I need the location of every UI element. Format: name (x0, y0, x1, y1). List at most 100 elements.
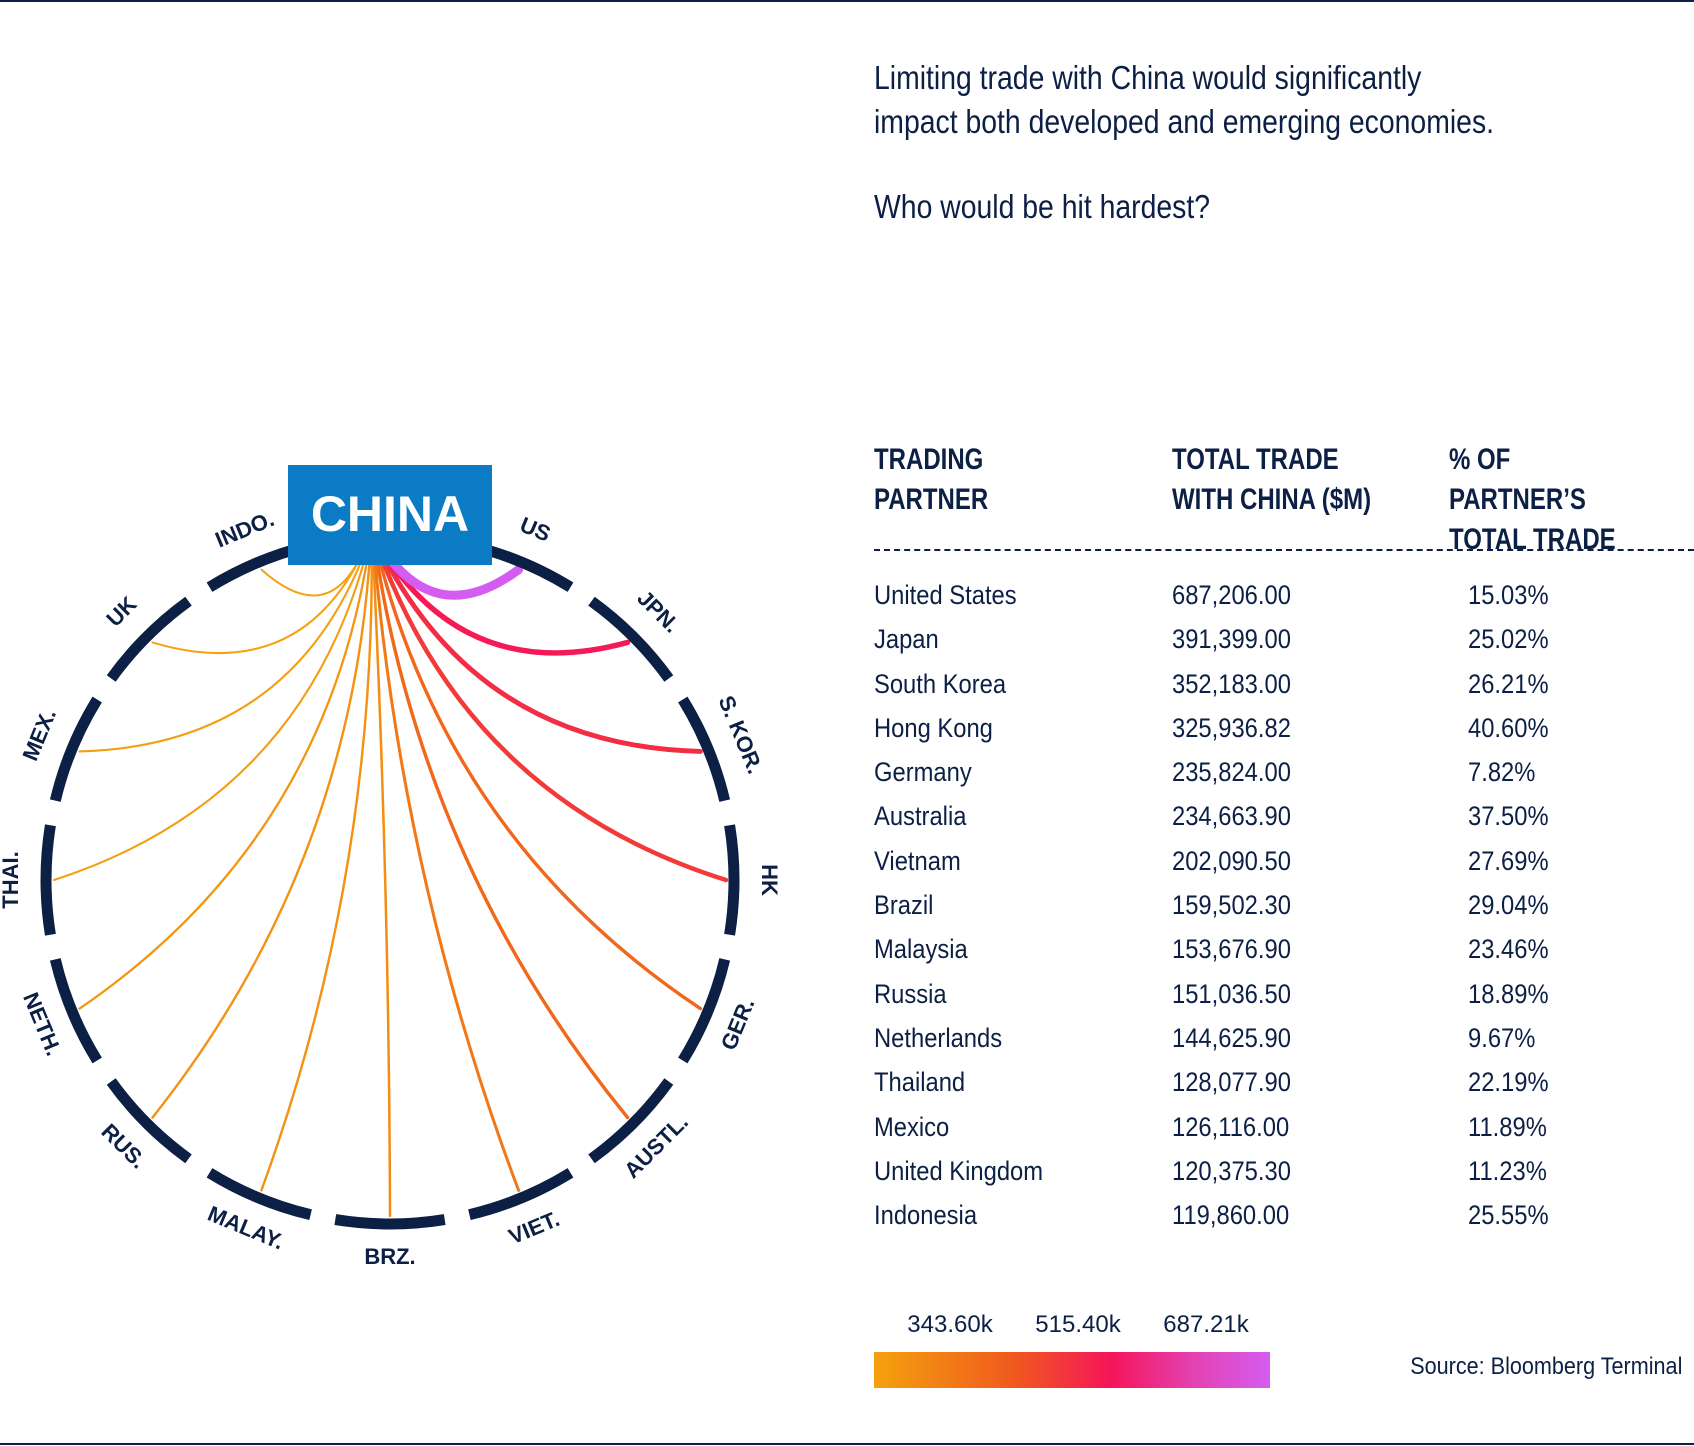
cell-partner: Vietnam (874, 845, 961, 876)
cell-pct: 40.60% (1468, 712, 1549, 743)
headline-line-2: impact both developed and emerging econo… (874, 103, 1495, 140)
table-row: Indonesia 119,860.00 25.55% (874, 1193, 1694, 1237)
cell-pct: 37.50% (1468, 801, 1549, 832)
partner-arc (588, 1078, 674, 1164)
cell-partner: Brazil (874, 890, 934, 921)
legend-tick-low: 343.60k (907, 1311, 993, 1338)
cell-pct: 11.89% (1468, 1111, 1547, 1142)
chord-hong-kong (374, 542, 729, 883)
chord-united-kingdom (151, 543, 368, 655)
cell-partner: Japan (874, 624, 939, 655)
cell-pct: 23.46% (1468, 934, 1549, 965)
cell-total-trade: 391,399.00 (1172, 624, 1291, 655)
chord-germany (373, 542, 703, 1011)
partner-arc (49, 958, 102, 1064)
partner-label: NETH. (18, 989, 66, 1060)
cell-pct: 29.04% (1468, 890, 1549, 921)
cell-total-trade: 235,824.00 (1172, 757, 1291, 788)
cell-pct: 7.82% (1468, 757, 1536, 788)
partner-arc (724, 824, 740, 936)
cell-pct: 11.23% (1468, 1155, 1547, 1186)
table-row: Mexico 126,116.00 11.89% (874, 1105, 1694, 1149)
source-note: Source: Bloomberg Terminal (1409, 1353, 1682, 1380)
headline-line-1: Limiting trade with China would signific… (874, 59, 1422, 96)
china-box (288, 465, 492, 565)
cell-total-trade: 687,206.00 (1172, 580, 1291, 610)
cell-pct: 9.67% (1468, 1022, 1536, 1053)
legend-tick-high: 687.21k (1163, 1311, 1249, 1338)
chord-brazil (371, 543, 392, 1218)
partner-label: GER. (716, 994, 760, 1053)
cell-partner: Germany (874, 757, 972, 788)
partner-arc (588, 596, 674, 682)
chord-south-korea (375, 541, 703, 754)
trade-table-body: United States 687,206.00 15.03% Japan 391,39… (874, 573, 1694, 1237)
table-row: Hong Kong 325,936.82 40.60% (874, 706, 1694, 750)
chord-netherlands (78, 543, 371, 1010)
china-label: CHINA (311, 486, 469, 542)
table-row: Malaysia 153,676.90 23.46% (874, 927, 1694, 971)
cell-total-trade: 234,663.90 (1172, 801, 1291, 832)
cell-pct: 27.69% (1468, 845, 1549, 876)
cell-total-trade: 159,502.30 (1172, 890, 1291, 921)
cell-partner: United Kingdom (874, 1155, 1044, 1186)
cell-partner: Thailand (874, 1067, 966, 1098)
cell-total-trade: 126,116.00 (1172, 1111, 1290, 1142)
cell-total-trade: 144,625.90 (1172, 1022, 1291, 1053)
cell-total-trade: 120,375.30 (1172, 1155, 1291, 1186)
bottom-rule (0, 1443, 1694, 1445)
partner-label: VIET. (505, 1206, 563, 1249)
table-row: Russia 151,036.50 18.89% (874, 972, 1694, 1016)
cell-total-trade: 151,036.50 (1172, 978, 1291, 1009)
cell-partner: Malaysia (874, 934, 968, 965)
partner-arc (49, 696, 102, 802)
top-rule (0, 0, 1694, 2)
color-legend-bar (874, 1352, 1270, 1388)
cell-total-trade: 325,936.82 (1172, 712, 1291, 743)
headline: Limiting trade with China would signific… (874, 56, 1545, 144)
partner-label: JPN. (632, 585, 684, 637)
chord-russia (151, 543, 372, 1119)
cell-partner: Indonesia (874, 1200, 978, 1231)
partner-arc (678, 958, 731, 1064)
header-divider (874, 549, 1694, 551)
partner-label: S. KOR. (714, 692, 768, 777)
cell-total-trade: 153,676.90 (1172, 934, 1291, 965)
cell-pct: 26.21% (1468, 668, 1549, 699)
header-total-trade: TOTAL TRADE WITH CHINA ($M) (1172, 443, 1372, 516)
chord-mexico (78, 543, 369, 753)
header-pct-partner-trade: % OF PARTNER’S TOTAL TRADE (1449, 443, 1616, 556)
trade-table-header: TRADING PARTNER TOTAL TRADE WITH CHINA (… (874, 440, 1694, 556)
chord-malaysia (260, 543, 373, 1192)
table-row: Japan 391,399.00 25.02% (874, 617, 1694, 661)
cell-total-trade: 352,183.00 (1172, 668, 1291, 699)
partner-label: US (516, 512, 554, 547)
cell-partner: Mexico (874, 1111, 950, 1142)
table-row: United Kingdom 120,375.30 11.23% (874, 1149, 1694, 1193)
table-row: Vietnam 202,090.50 27.69% (874, 839, 1694, 883)
partner-label: THAI. (0, 851, 23, 908)
table-row: Thailand 128,077.90 22.19% (874, 1060, 1694, 1104)
partner-arc (468, 1168, 574, 1221)
header-trading-partner: TRADING PARTNER (874, 443, 989, 516)
table-row: Brazil 159,502.30 29.04% (874, 883, 1694, 927)
cell-pct: 25.55% (1468, 1200, 1549, 1231)
headline-question: Who would be hit hardest? (874, 188, 1211, 225)
partner-label: UK (101, 591, 141, 631)
cell-partner: Australia (874, 801, 967, 832)
cell-pct: 25.02% (1468, 624, 1549, 655)
partner-arc (334, 1214, 446, 1230)
chord-thailand (52, 543, 370, 882)
cell-partner: United States (874, 580, 1017, 610)
partner-arc (106, 596, 192, 682)
cell-pct: 22.19% (1468, 1067, 1549, 1098)
table-row: South Korea 352,183.00 26.21% (874, 662, 1694, 706)
partner-arc (40, 824, 56, 936)
partner-arc (106, 1078, 192, 1164)
partner-label: HK (757, 864, 782, 896)
chord-australia (372, 542, 630, 1120)
partner-arc (678, 696, 731, 802)
cell-pct: 15.03% (1468, 580, 1549, 610)
cell-partner: Netherlands (874, 1022, 1003, 1053)
